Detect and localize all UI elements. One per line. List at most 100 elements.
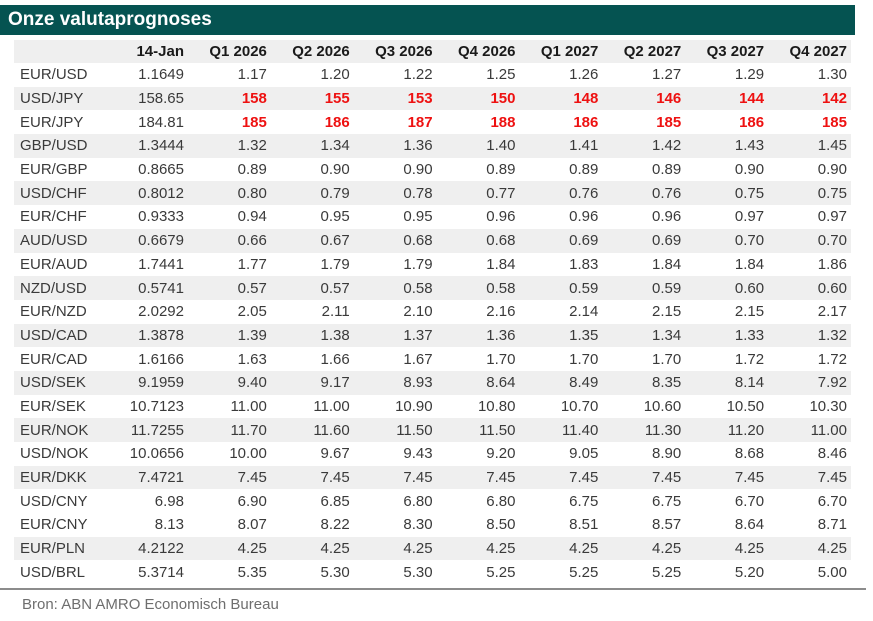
forecast-value-cell: 8.93 (353, 370, 437, 395)
forecast-value-cell: 6.70 (734, 492, 765, 510)
table-row: EUR/AUD 1.7441 1.77 1.79 1.79 1.84 1.83 1.84 1.8… (14, 253, 851, 277)
forecast-value-cell: 8.68 (734, 445, 765, 463)
forecast-value-cell: 8.50 (486, 516, 516, 534)
forecast-value-cell: 7.45 (768, 465, 851, 490)
spot-value-cell: 1.1649 (138, 66, 184, 84)
table-row: EUR/JPY 184.81 185 186 187 188 186 185 186 185 (14, 110, 851, 134)
forecast-value-cell: 11.70 (188, 418, 271, 442)
forecast-value-cell: 0.66 (188, 228, 271, 253)
forecast-value-cell: 9.67 (320, 445, 350, 463)
forecast-value-cell: 0.57 (270, 276, 354, 300)
forecast-value-cell: 9.20 (486, 445, 516, 463)
forecast-value-cell: 7.45 (436, 465, 520, 490)
column-header: Q2 2026 (270, 40, 354, 63)
spot-value-cell: 0.6679 (100, 228, 188, 253)
forecast-value-cell: 4.25 (602, 536, 686, 561)
forecast-value-cell: 1.70 (652, 350, 682, 368)
forecast-value-cell: 4.25 (436, 536, 520, 561)
currency-pair-cell: USD/SEK (14, 370, 100, 395)
forecast-value-cell: 0.58 (436, 276, 520, 300)
forecast-value-cell: 1.33 (685, 323, 769, 348)
column-header: Q3 2027 (685, 40, 769, 63)
forecast-value-cell: 1.70 (486, 350, 516, 368)
forecast-value-cell: 1.17 (237, 66, 267, 84)
forecast-value-cell: 11.60 (270, 418, 354, 442)
forecast-value-cell: 1.45 (768, 134, 851, 158)
table-row: USD/SEK 9.1959 9.40 9.17 8.93 8.64 8.49 8.35 8.1… (14, 370, 851, 395)
forecast-value-cell: 1.84 (486, 255, 516, 273)
table-row: USD/NOK 10.0656 10.00 9.67 9.43 9.20 9.05 8.90 8… (14, 442, 851, 466)
forecast-value-cell: 4.25 (768, 536, 851, 561)
currency-pair-cell: USD/CNY (20, 492, 88, 510)
forecast-value-cell: 2.15 (652, 303, 682, 321)
spot-value-cell: 11.7255 (100, 418, 188, 442)
spot-value-cell: 7.4721 (100, 465, 188, 490)
column-header: 14-Jan (100, 40, 188, 63)
forecast-value-cell: 2.11 (321, 303, 350, 321)
spot-value-cell: 4.2122 (100, 536, 188, 561)
forecast-value-cell: 1.42 (602, 134, 686, 158)
table-row: USD/CAD 1.3878 1.39 1.38 1.37 1.36 1.35 1.34 1.3… (14, 323, 851, 348)
column-header: Q1 2027 (519, 40, 603, 63)
forecast-value-cell: 0.96 (569, 208, 599, 226)
fx-forecast-table: 14-Jan Q1 2026 Q2 2026 Q3 2026 Q4 2026 Q1 202… (14, 40, 851, 584)
forecast-value-cell: 188 (490, 113, 516, 131)
forecast-value-cell: 5.30 (403, 563, 433, 581)
forecast-value-cell: 0.67 (270, 228, 354, 253)
source-note: Bron: ABN AMRO Economisch Bureau (22, 596, 279, 613)
currency-pair-cell: USD/BRL (20, 563, 86, 581)
forecast-value-cell: 10.50 (726, 397, 765, 415)
forecast-value-cell: 0.70 (685, 228, 769, 253)
forecast-value-cell: 8.51 (569, 516, 599, 534)
forecast-value-cell: 10.60 (643, 397, 682, 415)
spot-value-cell: 1.6166 (138, 350, 184, 368)
forecast-value-cell: 7.45 (353, 465, 437, 490)
table-title-bar: Onze valutaprognoses (0, 5, 855, 35)
forecast-value-cell: 1.39 (188, 323, 271, 348)
forecast-value-cell: 10.70 (560, 397, 599, 415)
forecast-value-cell: 185 (241, 113, 267, 131)
currency-pair-cell: EUR/USD (20, 66, 88, 84)
forecast-value-cell: 0.89 (486, 161, 516, 179)
forecast-value-cell: 4.25 (188, 536, 271, 561)
forecast-value-cell: 7.45 (519, 465, 603, 490)
forecast-value-cell: 1.66 (320, 350, 350, 368)
corner-header (14, 40, 100, 63)
forecast-value-cell: 0.76 (602, 181, 686, 206)
forecast-value-cell: 10.30 (809, 397, 847, 415)
forecast-value-cell: 186 (739, 113, 765, 131)
forecast-value-cell: 0.69 (519, 228, 603, 253)
table-row: EUR/DKK 7.4721 7.45 7.45 7.45 7.45 7.45 7.45 7.4… (14, 465, 851, 490)
forecast-value-cell: 0.68 (353, 228, 437, 253)
spot-value-cell: 1.3878 (100, 323, 188, 348)
forecast-value-cell: 7.45 (270, 465, 354, 490)
forecast-value-cell: 10.80 (477, 397, 516, 415)
forecast-value-cell: 5.00 (817, 563, 847, 581)
forecast-value-cell: 186 (324, 113, 350, 131)
currency-pair-cell: EUR/DKK (14, 465, 100, 490)
forecast-value-cell: 0.76 (519, 181, 603, 206)
forecast-value-cell: 8.35 (602, 370, 686, 395)
currency-pair-cell: EUR/CHF (20, 208, 87, 226)
forecast-value-cell: 6.70 (817, 492, 847, 510)
forecast-value-cell: 5.25 (652, 563, 682, 581)
forecast-value-cell: 11.00 (768, 418, 851, 442)
forecast-value-cell: 148 (519, 86, 603, 111)
forecast-value-cell: 0.96 (486, 208, 516, 226)
forecast-value-cell: 9.17 (270, 370, 354, 395)
forecast-value-cell: 11.50 (353, 418, 437, 442)
forecast-value-cell: 185 (656, 113, 682, 131)
forecast-value-cell: 6.80 (403, 492, 433, 510)
forecast-value-cell: 1.79 (320, 255, 350, 273)
forecast-value-cell: 8.90 (652, 445, 682, 463)
forecast-value-cell: 8.30 (403, 516, 433, 534)
forecast-value-cell: 2.16 (486, 303, 516, 321)
column-header: Q4 2027 (768, 40, 851, 63)
table-row: EUR/CNY 8.13 8.07 8.22 8.30 8.50 8.51 8.57 8.64 8… (14, 513, 851, 537)
currency-pair-cell: USD/NOK (20, 445, 89, 463)
forecast-value-cell: 1.63 (237, 350, 267, 368)
forecast-value-cell: 1.40 (436, 134, 520, 158)
forecast-value-cell: 1.36 (436, 323, 520, 348)
table-row: EUR/NOK 11.7255 11.70 11.60 11.50 11.50 11.40 1… (14, 418, 851, 442)
forecast-value-cell: 1.70 (569, 350, 599, 368)
